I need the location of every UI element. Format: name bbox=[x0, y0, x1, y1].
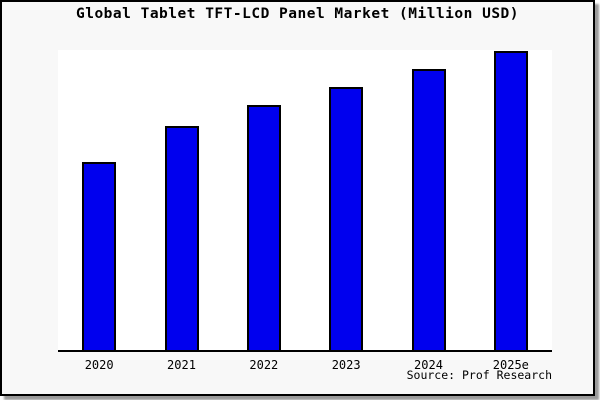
x-axis-tick-labels: 2020 2021 2022 2023 2024 2025e bbox=[58, 358, 552, 374]
bar-2025e bbox=[494, 51, 528, 350]
x-tick-label-2020: 2020 bbox=[84, 358, 114, 372]
x-tick-label-2025e: 2025e bbox=[492, 358, 529, 372]
bar-2023 bbox=[329, 87, 363, 350]
plot-area bbox=[58, 50, 552, 352]
x-tick-label-2023: 2023 bbox=[331, 358, 361, 372]
bar-2022 bbox=[247, 105, 281, 350]
source-credit: Source: Prof Research bbox=[406, 368, 552, 382]
x-tick-label-2022: 2022 bbox=[249, 358, 279, 372]
x-tick-label-2021: 2021 bbox=[167, 358, 196, 372]
bar-2024 bbox=[412, 69, 446, 350]
chart-title: Global Tablet TFT-LCD Panel Market (Mill… bbox=[75, 6, 520, 22]
bar-2020 bbox=[82, 162, 116, 350]
bar-2021 bbox=[165, 126, 199, 350]
x-tick-label-2024: 2024 bbox=[414, 358, 443, 372]
